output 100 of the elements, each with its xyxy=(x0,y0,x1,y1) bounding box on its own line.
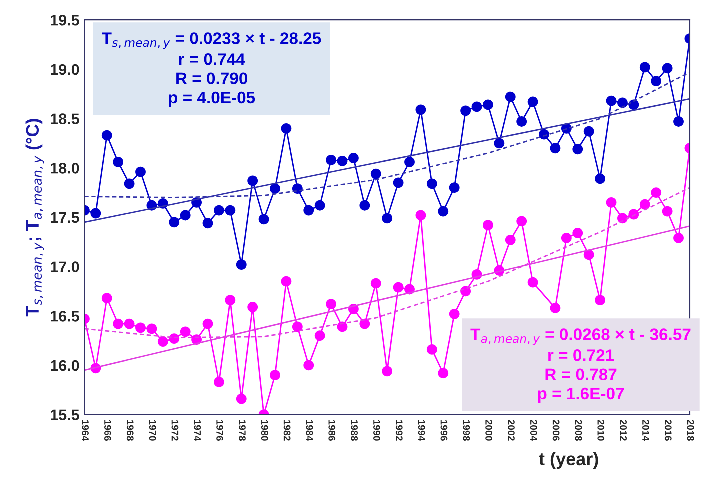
point xyxy=(460,106,472,116)
point xyxy=(248,302,258,312)
point xyxy=(270,184,280,194)
x-tick-label: 2010 xyxy=(598,420,605,441)
point xyxy=(662,63,673,74)
point xyxy=(348,153,359,164)
point xyxy=(169,217,180,228)
point xyxy=(292,322,303,332)
point xyxy=(314,330,326,342)
point xyxy=(360,318,370,330)
point xyxy=(572,228,584,238)
point xyxy=(304,205,314,216)
point xyxy=(404,157,415,168)
point xyxy=(416,210,426,221)
point xyxy=(136,322,146,334)
point xyxy=(102,130,112,141)
point xyxy=(606,197,617,208)
point xyxy=(572,144,584,155)
point xyxy=(674,116,684,127)
point xyxy=(505,234,516,246)
point xyxy=(326,299,337,310)
point xyxy=(236,260,247,270)
point xyxy=(124,318,135,330)
point xyxy=(640,199,650,210)
point xyxy=(651,188,662,198)
point xyxy=(258,214,270,225)
x-tick-label: 1992 xyxy=(396,420,403,441)
x-tick-label: 1984 xyxy=(306,420,314,442)
x-tick-label: 2018 xyxy=(687,420,694,442)
point xyxy=(584,126,594,137)
point xyxy=(337,156,348,166)
x-tick-label: 1986 xyxy=(328,420,336,441)
point xyxy=(595,295,606,306)
y-tick-label: 17.5 xyxy=(51,212,80,224)
x-tick-label: 1988 xyxy=(351,420,358,442)
x-tick-label: 1998 xyxy=(463,420,470,442)
point xyxy=(651,76,662,87)
y-tick-label: 16.0 xyxy=(51,360,80,372)
x-tick-label: 1976 xyxy=(216,420,224,441)
point xyxy=(214,377,224,388)
point xyxy=(180,326,191,338)
point xyxy=(426,344,438,355)
point xyxy=(438,206,449,217)
point xyxy=(370,168,382,180)
point xyxy=(180,210,191,221)
point xyxy=(281,123,292,134)
x-tick-label: 1978 xyxy=(239,420,246,442)
x-tick-label: 1980 xyxy=(261,420,268,441)
point xyxy=(438,368,449,379)
point xyxy=(550,303,561,314)
point xyxy=(90,208,102,219)
point xyxy=(370,278,382,289)
point xyxy=(662,206,673,217)
x-tick-label: 2000 xyxy=(486,420,492,441)
x-tick-label: 2002 xyxy=(508,420,515,441)
point xyxy=(136,166,146,178)
point xyxy=(561,232,572,244)
x-tick-label: 2014 xyxy=(642,420,650,442)
point xyxy=(640,62,650,73)
x-tick-label: 1990 xyxy=(374,420,380,441)
annotation: T$_{a,mean,y}$ = 0.0268 × t - 36.57 r = 0.721 R = 0.787 p = 1.6E-07 xyxy=(470,328,691,403)
x-tick-label: 2006 xyxy=(552,420,560,441)
y-tick-label: 18.5 xyxy=(51,114,80,124)
y-tick-label: 16.5 xyxy=(51,311,80,322)
point xyxy=(449,182,460,194)
point xyxy=(483,220,494,231)
point xyxy=(113,318,124,330)
point xyxy=(248,176,258,186)
x-tick-label: 1968 xyxy=(126,420,134,442)
point xyxy=(483,100,494,110)
point xyxy=(595,174,606,184)
x-tick-label: 2012 xyxy=(620,420,627,441)
point xyxy=(214,205,224,216)
x-axis-title: t (year) xyxy=(539,452,598,470)
y-tick-label: 18.0 xyxy=(51,162,80,174)
point xyxy=(426,178,438,190)
point xyxy=(393,178,404,188)
y-tick-label: 19.0 xyxy=(51,64,80,76)
x-tick-label: 1996 xyxy=(440,420,448,441)
y-tick-label: 17.0 xyxy=(51,262,80,272)
point xyxy=(382,366,393,377)
point xyxy=(102,293,112,304)
point xyxy=(304,360,314,371)
point xyxy=(618,98,628,108)
x-tick-label: 1994 xyxy=(418,420,426,442)
point xyxy=(606,96,617,106)
point xyxy=(528,277,538,288)
point xyxy=(281,276,292,287)
y-axis-title: T$_{s,mean,y}$; T$_{a,mean,y}$ (°C) xyxy=(26,119,44,317)
point xyxy=(360,200,370,211)
point xyxy=(674,232,684,244)
x-tick-label: 2008 xyxy=(575,420,582,442)
y-tick-label: 19.5 xyxy=(51,14,80,26)
x-tick-label: 1964 xyxy=(82,420,89,442)
point xyxy=(146,324,158,334)
y-tick-label: 15.5 xyxy=(51,410,80,420)
point xyxy=(124,178,135,190)
point xyxy=(528,96,538,108)
point xyxy=(202,218,214,229)
x-tick-label: 1972 xyxy=(172,420,179,441)
